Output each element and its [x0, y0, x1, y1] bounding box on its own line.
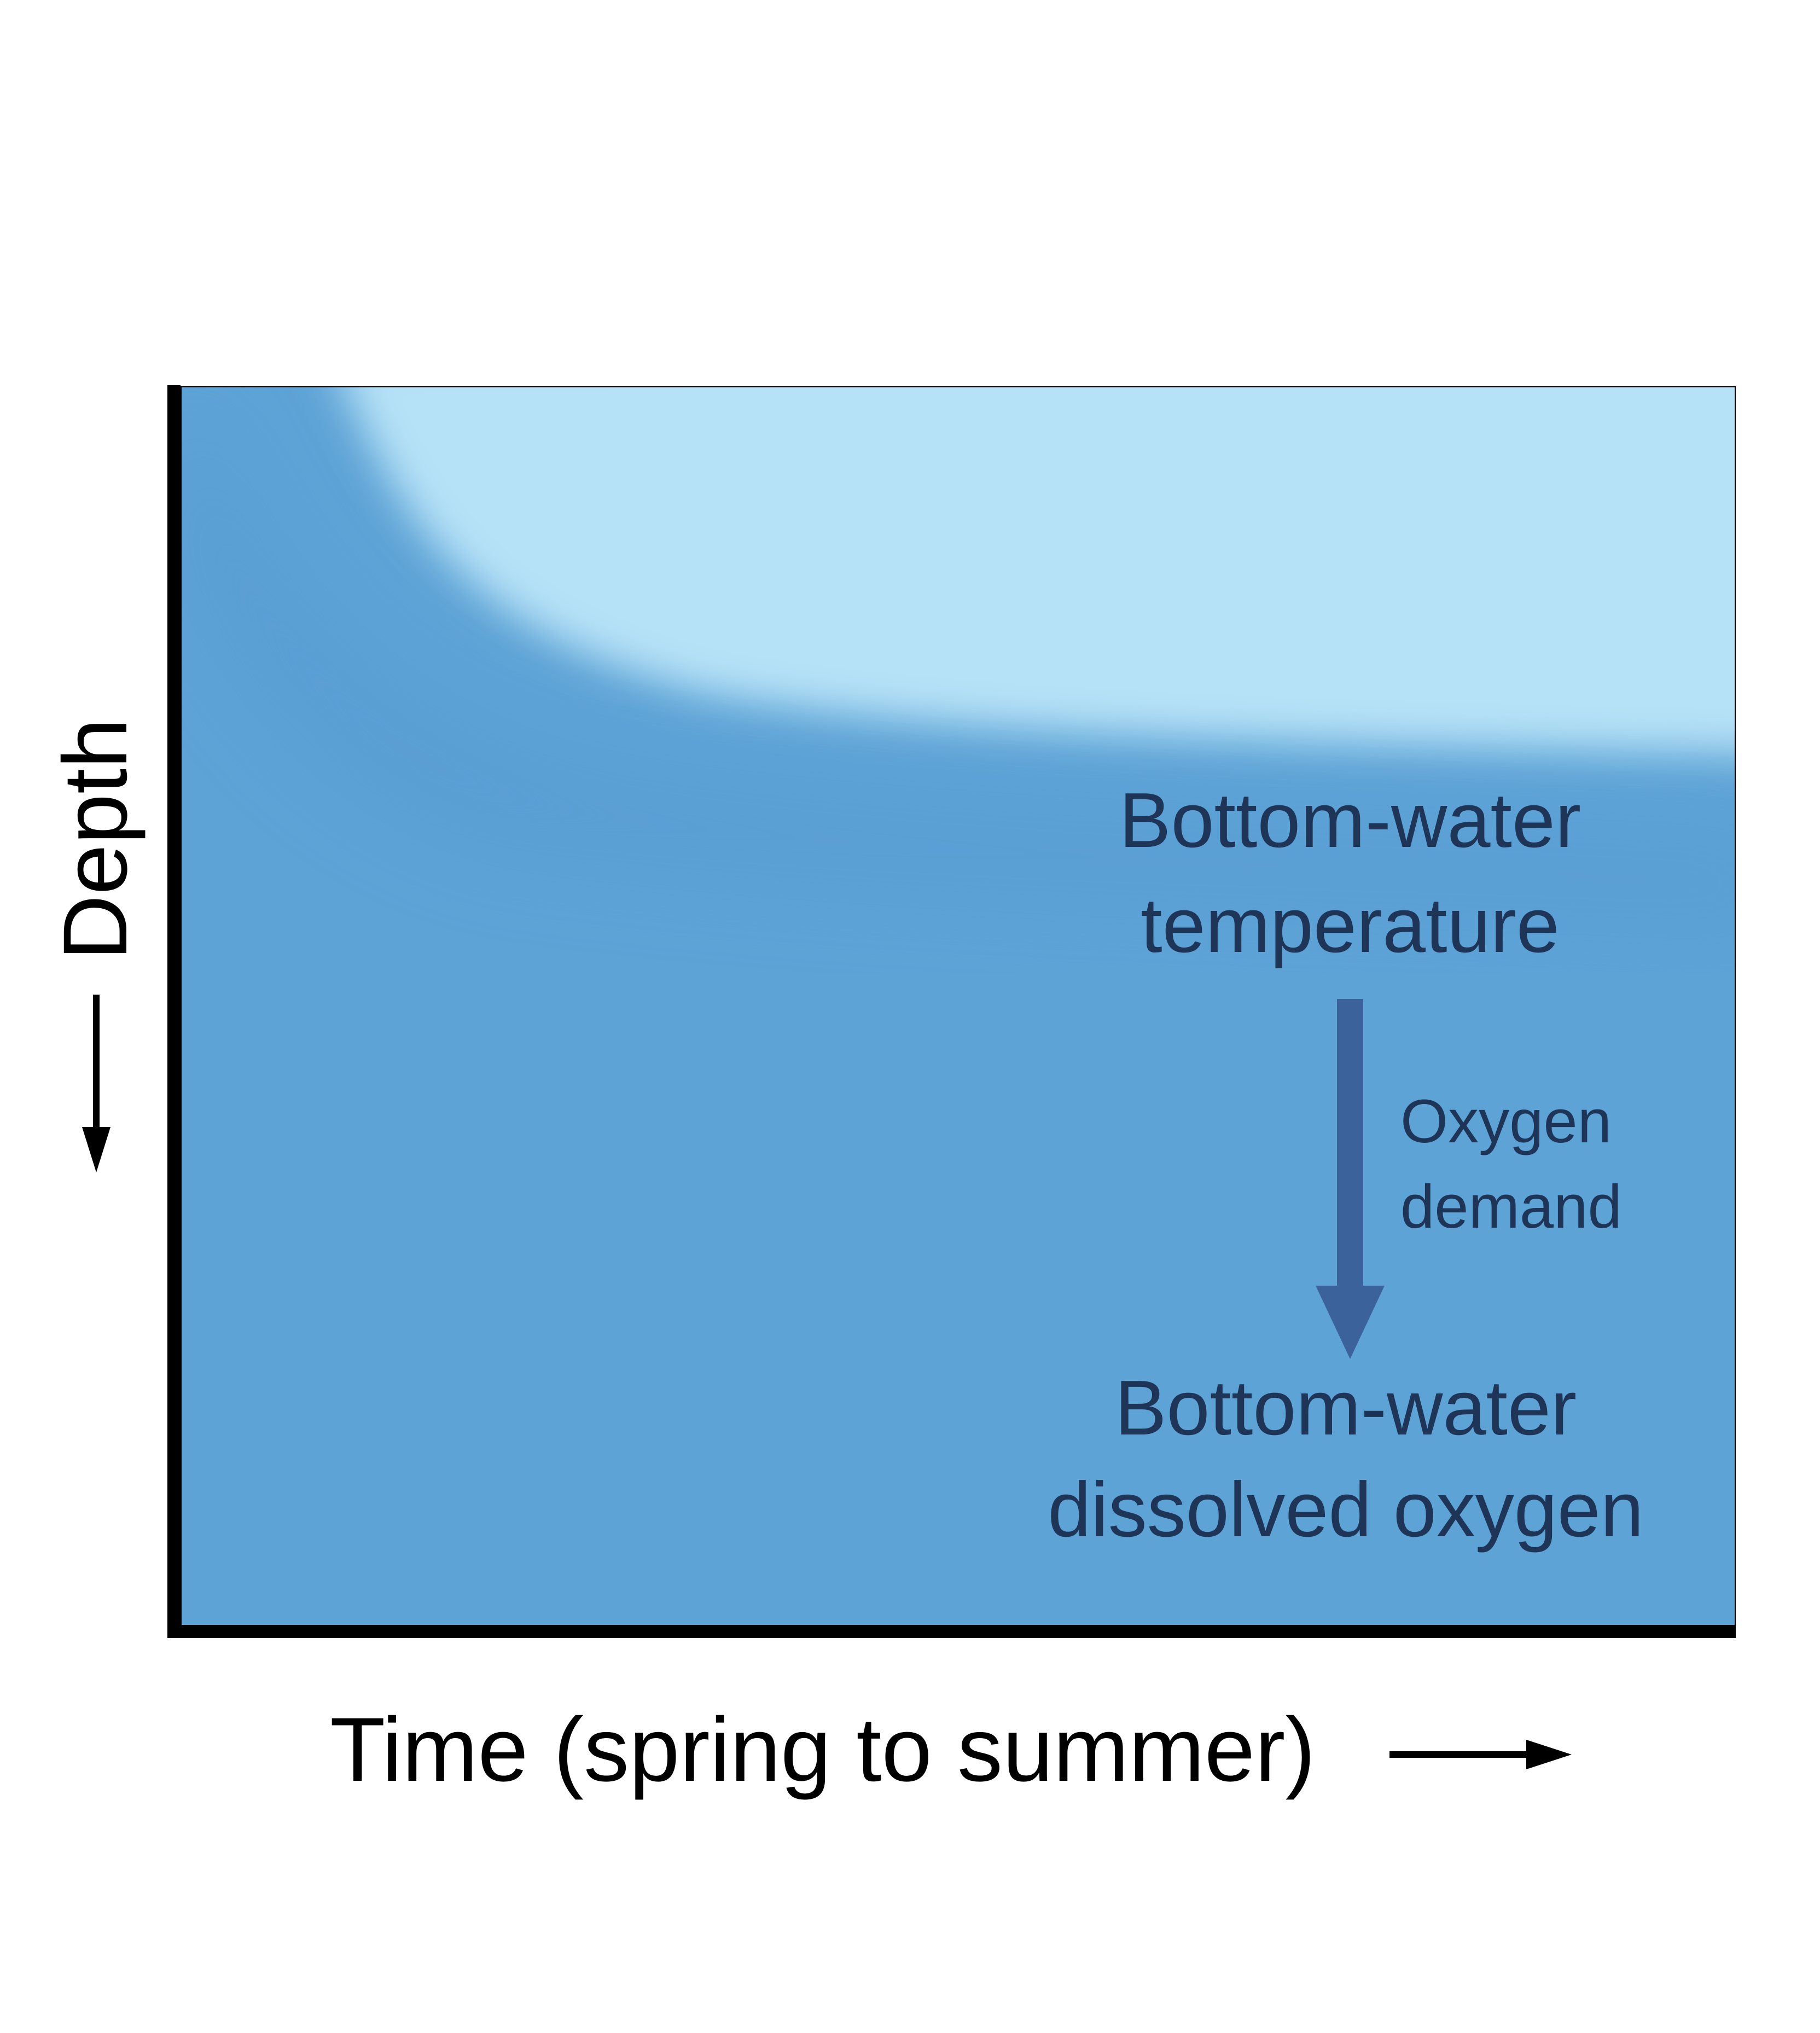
oxygen-demand-arrow: [1316, 999, 1385, 1359]
water-column: [181, 386, 1736, 1634]
oxygen-label-line1: Bottom-water: [1115, 1364, 1577, 1451]
y-axis-arrow-icon: [82, 995, 111, 1172]
temperature-label-line2: temperature: [1141, 882, 1560, 969]
surface-water-layer: [345, 386, 1736, 754]
x-axis-label: Time (spring to summer): [330, 1699, 1316, 1800]
oxygen-demand-label-line2: demand: [1400, 1172, 1622, 1241]
oxygen-demand-label-line1: Oxygen: [1400, 1087, 1612, 1155]
thermocline-band: [181, 386, 1736, 917]
oxygen-label-line2: dissolved oxygen: [1048, 1466, 1643, 1553]
x-axis-arrow-icon: [1389, 1740, 1572, 1769]
temperature-label-line1: Bottom-water: [1119, 777, 1581, 864]
y-axis-label: Depth: [45, 718, 146, 961]
